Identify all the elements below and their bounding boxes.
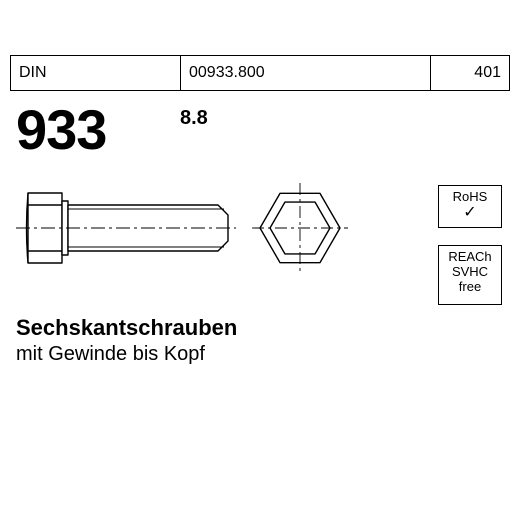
header-row: DIN 00933.800 401 — [10, 55, 510, 91]
strength-grade: 8.8 — [180, 107, 208, 130]
reach-line3: free — [439, 280, 501, 295]
header-cell-page: 401 — [431, 56, 509, 90]
rohs-badge: RoHS ✓ — [438, 185, 502, 228]
product-title: Sechskantschrauben — [16, 315, 237, 341]
reach-line1: REACh — [439, 250, 501, 265]
check-icon: ✓ — [439, 205, 501, 221]
standard-number: 933 — [16, 97, 106, 162]
bolt-diagram — [10, 163, 350, 293]
header-cell-standard: DIN — [11, 56, 181, 90]
rohs-label: RoHS — [439, 190, 501, 205]
header-cell-code: 00933.800 — [181, 56, 431, 90]
product-subtitle: mit Gewinde bis Kopf — [16, 343, 205, 366]
drawing-sheet: DIN 00933.800 401 933 8.8 — [10, 55, 510, 465]
reach-badge: REACh SVHC free — [438, 245, 502, 305]
reach-line2: SVHC — [439, 265, 501, 280]
